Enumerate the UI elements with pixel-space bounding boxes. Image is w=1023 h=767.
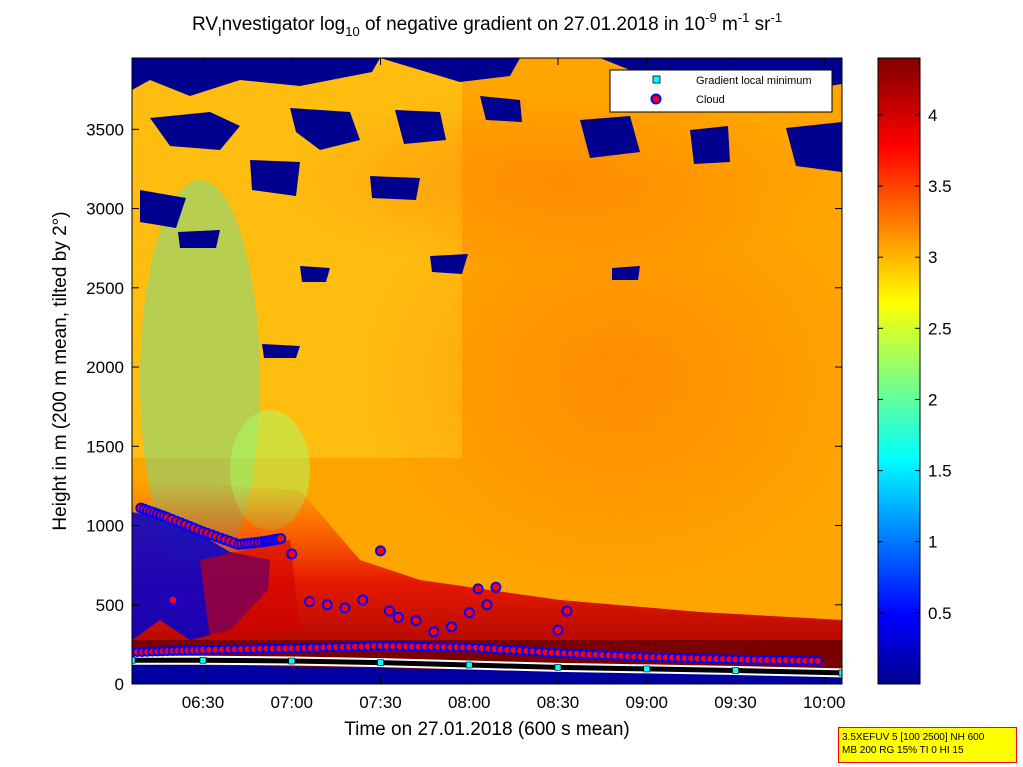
parameter-line-2: MB 200 RG 15% TI 0 HI 15 — [842, 745, 964, 756]
series-layer — [132, 502, 842, 678]
title-part2: of negative gradient on 27.01.2018 in 10 — [360, 14, 705, 35]
colorbar-tick-label-3: 2 — [928, 390, 937, 409]
colorbar-tick-label-1: 1 — [928, 533, 937, 552]
y-tick-label-5: 2500 — [86, 279, 124, 298]
cloud-point-mid-15 — [490, 581, 502, 593]
cloud-point-mid-5 — [357, 594, 369, 606]
cloud-point-mid-14 — [481, 599, 493, 611]
x-tick-label-7: 10:00 — [803, 693, 846, 712]
x-tick-label-3: 08:00 — [448, 693, 491, 712]
colorbar-tick-label-6: 3.5 — [928, 177, 952, 196]
gradient-minimum-point-7 — [732, 667, 739, 674]
y-tick-label-2: 1000 — [86, 517, 124, 536]
gradient-minimum-point-1 — [199, 656, 207, 664]
title-prefix: RV — [192, 14, 218, 35]
title-exp3: -1 — [770, 10, 782, 25]
x-tick-label-4: 08:30 — [537, 693, 580, 712]
gradient-minimum-point-3 — [377, 659, 384, 666]
cloud-point-mid-7 — [383, 605, 395, 617]
cloud-point-mid-10 — [428, 626, 440, 638]
cloud-point-mid-11 — [446, 621, 457, 633]
y-tick-label-1: 500 — [96, 596, 124, 615]
bottom-blue-floor — [132, 664, 842, 684]
colorbar: 0.5 1 1.5 2 2.5 3 3.5 4 — [877, 57, 952, 685]
heatmap-field — [132, 58, 842, 684]
gradient-minimum-point-5 — [554, 664, 562, 671]
colorbar-tick-label-2: 1.5 — [928, 462, 952, 481]
cloud-point-mid-6 — [375, 545, 386, 557]
legend: Gradient local minimum Cloud — [609, 69, 833, 113]
gradient-minimum-point-0 — [132, 656, 136, 664]
cloud-point-mid-13 — [472, 583, 484, 595]
gradient-minimum-point-2 — [288, 657, 296, 665]
x-tick-label-6: 09:30 — [714, 693, 757, 712]
title-unit2: sr — [749, 14, 771, 35]
gradient-minimum-point-4 — [465, 661, 473, 669]
cloud-point-mid-1 — [286, 548, 298, 560]
legend-label-cloud: Cloud — [696, 94, 725, 106]
cloud-point-mid-2 — [304, 596, 315, 608]
y-tick-label-7: 3500 — [86, 120, 124, 139]
red-streaks — [200, 540, 300, 640]
plot-frame — [131, 57, 843, 685]
x-tick-label-1: 07:00 — [270, 693, 313, 712]
gradient-minimum-point-6 — [643, 665, 651, 673]
legend-marker-gradient-minimum — [652, 75, 661, 84]
x-axis: 06:30 07:00 07:30 08:00 08:30 09:00 09:30 10:00 — [182, 58, 846, 712]
title-unit1: m — [717, 14, 738, 35]
legend-box — [609, 69, 833, 113]
cloud-point-lower-111 — [812, 655, 823, 666]
cloud-point-mid-9 — [410, 615, 422, 627]
lower-red-layer — [132, 480, 842, 684]
colorbar-ticks: 0.5 1 1.5 2 2.5 3 3.5 4 — [878, 106, 952, 623]
title-prefix-sub: I — [218, 24, 222, 39]
chart-title: RVInvestigator log10 of negative gradien… — [192, 10, 782, 39]
colorbar-gradient — [877, 57, 921, 685]
field-cyan-region — [140, 180, 260, 580]
cloud-point-mid-0 — [167, 594, 179, 606]
colorbar-tick-label-5: 3 — [928, 248, 937, 267]
field-orange-region-2 — [280, 90, 840, 270]
cloud-point-mid-8 — [392, 611, 404, 623]
cloud-point-mid-4 — [339, 602, 351, 614]
cloud-point-upper-39 — [275, 533, 287, 545]
colorbar-tick-label-0: 0.5 — [928, 604, 952, 623]
title-exp1: -9 — [705, 10, 717, 25]
parameter-box: 3.5XEFUV 5 [100 2500] NH 600 MB 200 RG 1… — [838, 727, 1017, 763]
title-log-base: 10 — [345, 24, 359, 39]
y-tick-label-3: 1500 — [86, 437, 124, 456]
x-axis-label: Time on 27.01.2018 (600 s mean) — [344, 719, 630, 740]
colorbar-tick-label-4: 2.5 — [928, 319, 952, 338]
x-tick-label-2: 07:30 — [359, 693, 402, 712]
title-part1: nvestigator log — [222, 14, 346, 35]
gradient-minimum-point-8 — [838, 669, 842, 677]
y-axis-label: Height in m (200 m mean, tilted by 2°) — [50, 211, 71, 530]
cloud-point-mid-12 — [463, 607, 475, 619]
legend-label-gradient-minimum: Gradient local minimum — [696, 75, 812, 87]
x-tick-label-5: 09:00 — [625, 693, 668, 712]
title-exp2: -1 — [738, 10, 750, 25]
y-axis: 0 500 1000 1500 2000 2500 3000 3500 — [86, 120, 842, 694]
cloud-point-mid-3 — [321, 599, 333, 611]
x-tick-label-0: 06:30 — [182, 693, 225, 712]
y-tick-label-4: 2000 — [86, 358, 124, 377]
y-tick-label-0: 0 — [115, 675, 124, 694]
legend-marker-cloud — [650, 93, 662, 105]
cloud-point-mid-17 — [561, 605, 573, 617]
field-orange-region — [360, 160, 842, 600]
parameter-line-1: 3.5XEFUV 5 [100 2500] NH 600 — [842, 732, 985, 743]
cloud-point-mid-16 — [552, 624, 564, 636]
y-tick-label-6: 3000 — [86, 200, 124, 219]
colorbar-tick-label-7: 4 — [928, 106, 937, 125]
